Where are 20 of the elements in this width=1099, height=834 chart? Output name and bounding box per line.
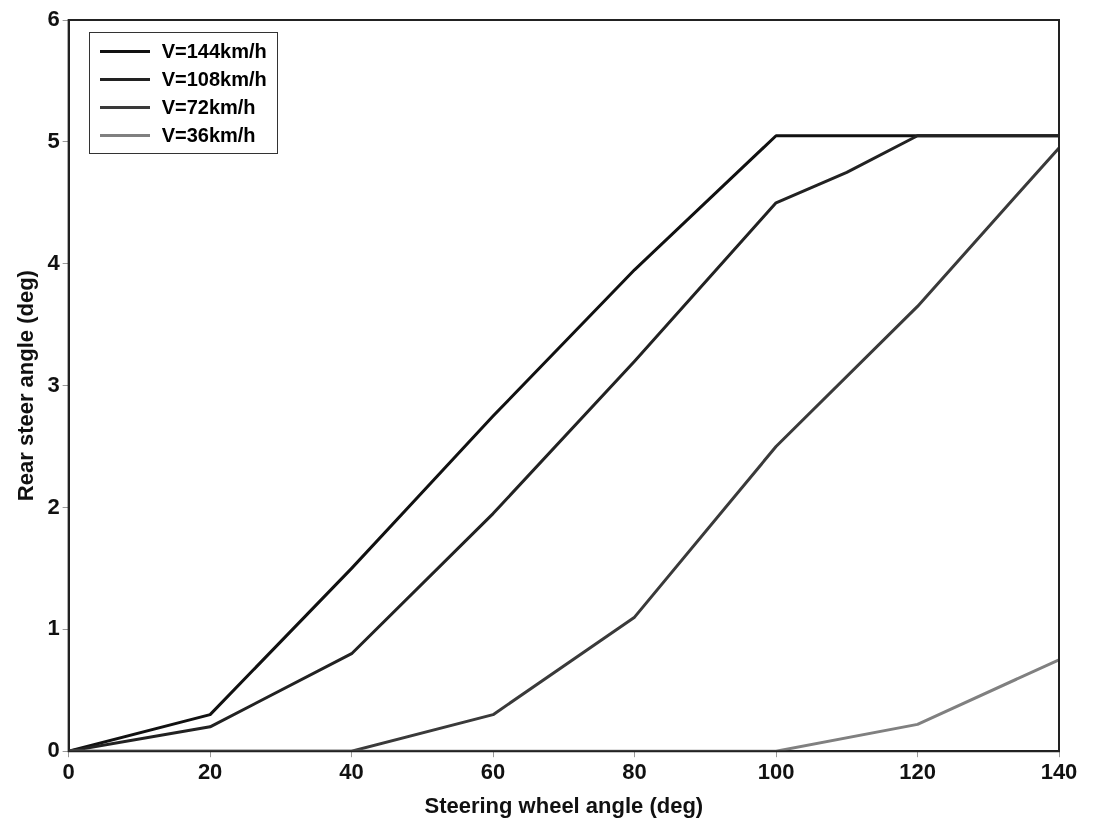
y-axis-title: Rear steer angle (deg)	[13, 270, 39, 502]
y-tick-label: 3	[47, 371, 60, 397]
y-tick-label: 1	[47, 615, 60, 641]
x-tick-label: 120	[899, 759, 936, 785]
y-tick-label: 0	[47, 737, 60, 763]
y-tick-label: 5	[47, 127, 60, 153]
legend-label: V=36km/h	[161, 123, 256, 147]
x-tick-label: 80	[622, 759, 647, 785]
legend-label: V=108km/h	[161, 67, 267, 91]
x-tick-label: 140	[1040, 759, 1078, 785]
y-tick-label: 2	[47, 493, 60, 519]
y-tick-label: 6	[47, 6, 60, 32]
x-tick-label: 60	[480, 759, 506, 785]
x-tick-label: 100	[757, 759, 795, 785]
x-tick-label: 40	[339, 759, 364, 785]
x-axis-title: Steering wheel angle (deg)	[424, 792, 704, 818]
x-tick-label: 20	[197, 759, 223, 785]
legend-label: V=72km/h	[161, 95, 256, 119]
y-tick-label: 4	[47, 249, 61, 275]
legend-label: V=144km/h	[161, 39, 267, 63]
